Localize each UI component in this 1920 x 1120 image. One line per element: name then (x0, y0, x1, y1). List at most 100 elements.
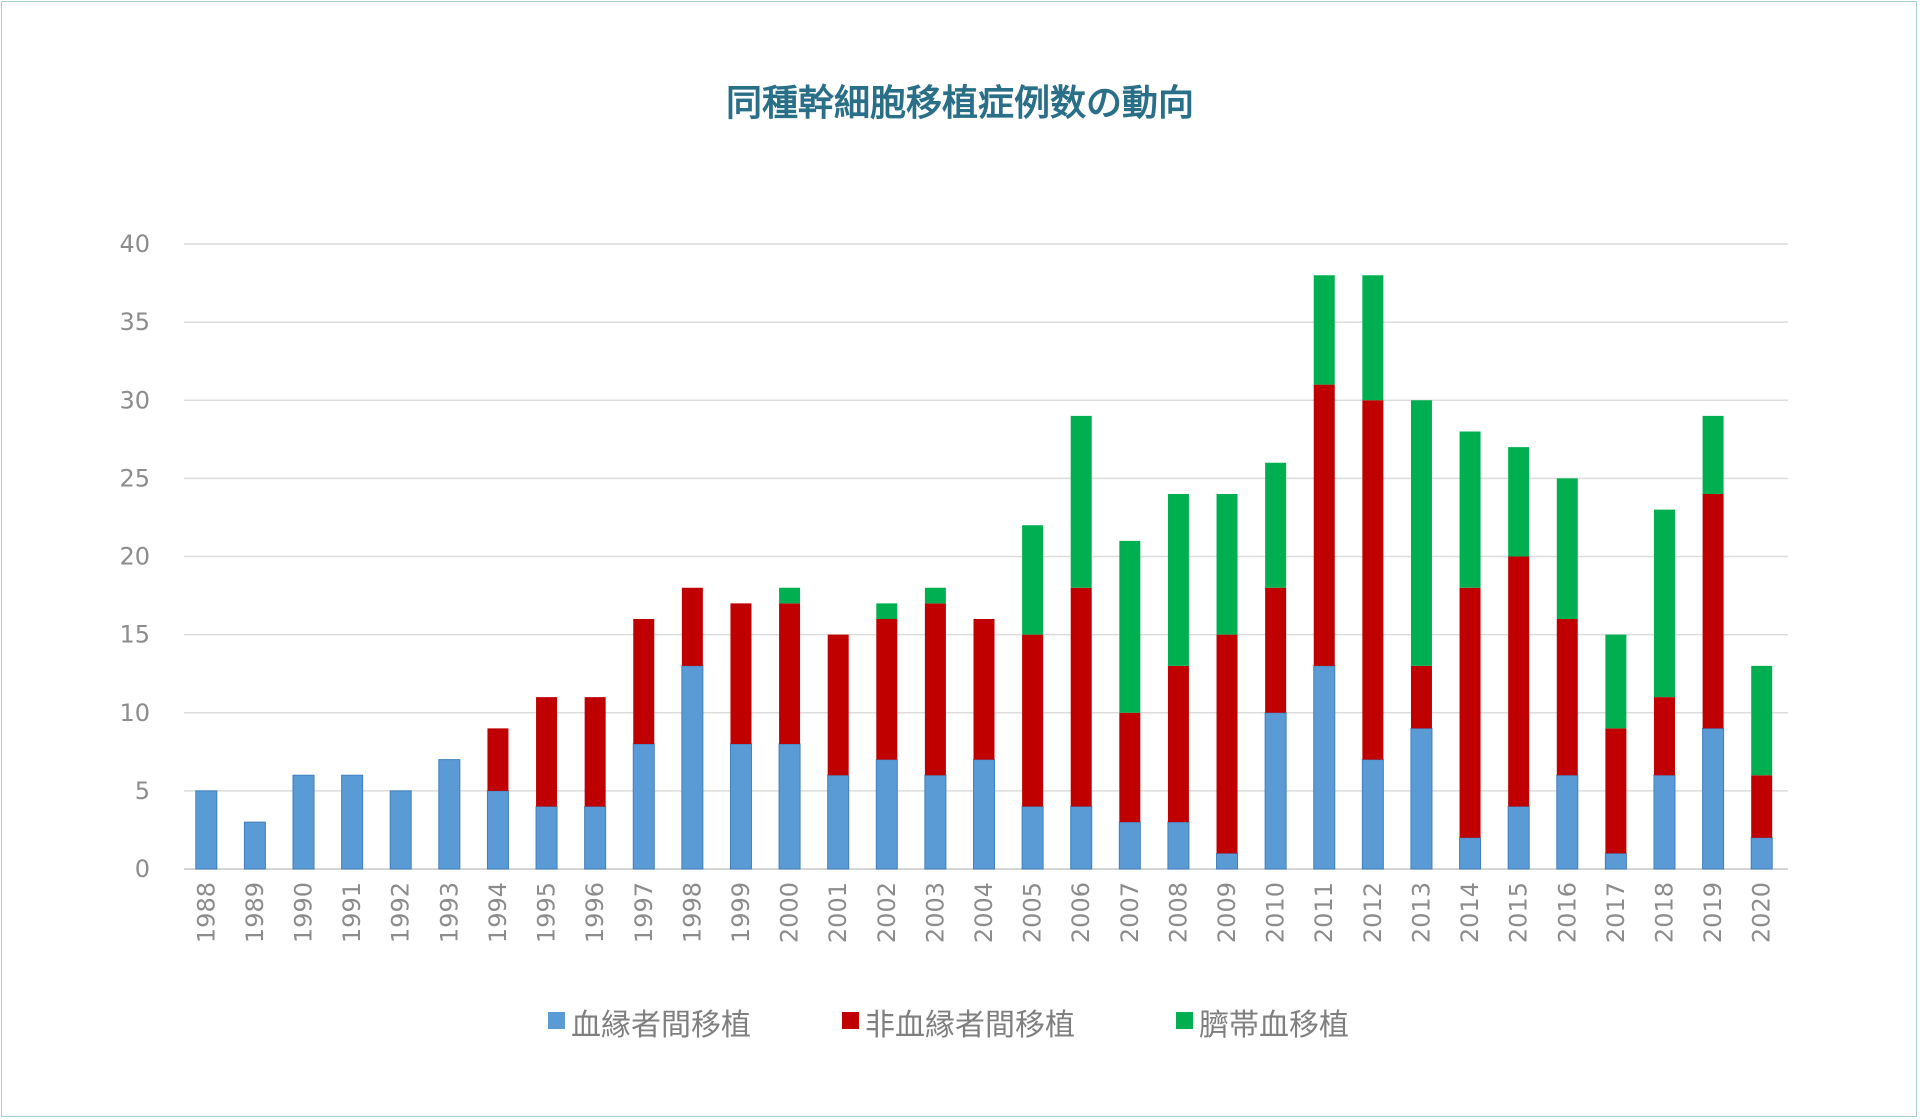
x-tick-label: 1997 (630, 882, 658, 943)
bar-segment (778, 743, 801, 870)
x-tick-label: 1998 (678, 882, 706, 943)
legend-swatch (548, 1012, 565, 1029)
y-tick-label: 10 (119, 699, 150, 727)
bar-segment (1313, 275, 1335, 385)
x-tick-label: 1994 (484, 882, 512, 943)
x-tick-label: 1993 (435, 882, 463, 943)
bar-segment (1362, 400, 1384, 760)
bar-segment (876, 603, 898, 619)
bar-segment (195, 790, 218, 870)
x-tick-label: 1995 (533, 882, 561, 943)
x-tick-label: 2005 (1019, 882, 1047, 943)
x-tick-label: 1990 (290, 882, 318, 943)
bar-segment (1702, 415, 1724, 494)
bar-segment (1410, 665, 1432, 729)
x-tick-label: 2014 (1456, 882, 1484, 943)
x-tick-label: 2004 (970, 882, 998, 943)
chart-title: 同種幹細胞移植症例数の動向 (725, 83, 1194, 124)
bar-segment (1604, 852, 1627, 870)
x-tick-label: 2018 (1650, 882, 1678, 943)
bar-segment (633, 619, 655, 744)
bar-segment (1118, 821, 1141, 870)
bar-segment (1508, 556, 1530, 807)
bar-segment (730, 603, 752, 744)
bar-segment (1556, 619, 1578, 776)
bar-segment (389, 790, 412, 870)
bar-segment (1362, 275, 1384, 401)
bar-segment (243, 821, 266, 870)
x-tick-label: 1988 (192, 882, 220, 943)
bar-segment (924, 587, 946, 604)
bar-segment (1313, 384, 1335, 666)
bar-segment (1216, 494, 1238, 635)
legend-swatch (1176, 1012, 1193, 1029)
bar-segment (1119, 540, 1141, 713)
bar-segment (1556, 478, 1578, 619)
x-tick-label: 1996 (581, 882, 609, 943)
bar-segment (632, 743, 655, 870)
bar-segment (1751, 775, 1773, 838)
bar-segment (1167, 665, 1189, 823)
bar-segment (681, 665, 704, 870)
bar-segment (1167, 821, 1190, 870)
bar-segment (779, 587, 801, 604)
x-tick-label: 2011 (1310, 882, 1338, 943)
bar-segment (1021, 806, 1044, 870)
bar-segment (1459, 587, 1481, 838)
y-tick-label: 40 (119, 230, 150, 258)
legend-label: 血縁者間移植 (571, 1008, 751, 1043)
bar-segment (1507, 806, 1530, 870)
bar-segment (1265, 462, 1287, 588)
bar-segment (779, 603, 801, 744)
bar-segment (1070, 415, 1092, 588)
bar-segment (1750, 837, 1773, 870)
bar-segment (1653, 774, 1676, 870)
bar-segment (1508, 447, 1530, 557)
bar-segment (681, 587, 703, 666)
bar-segment (1410, 727, 1433, 870)
bar-segment (1751, 665, 1773, 776)
x-tick-label: 1991 (338, 882, 366, 943)
x-tick-label: 2002 (873, 882, 901, 943)
bar-segment (1216, 852, 1239, 870)
x-tick-label: 2001 (824, 882, 852, 943)
x-tick-label: 2017 (1602, 882, 1630, 943)
legend-swatch (842, 1012, 859, 1029)
x-tick-label: 2013 (1407, 882, 1435, 943)
bar-segment (827, 634, 849, 776)
x-tick-label: 1992 (387, 882, 415, 943)
bar-segment (1556, 774, 1579, 870)
bar-segment (584, 806, 607, 870)
bar-segment (973, 759, 995, 870)
bar-segment (1605, 728, 1627, 854)
bar-segment (876, 619, 898, 760)
bar-segment (875, 759, 898, 870)
x-tick-label: 2009 (1213, 882, 1241, 943)
bar-segment (1459, 837, 1482, 870)
y-tick-label: 0 (135, 855, 150, 883)
x-tick-label: 2010 (1262, 882, 1290, 943)
x-tick-label: 2008 (1164, 882, 1192, 943)
bar-segment (438, 759, 461, 870)
bar-segment (827, 774, 850, 870)
bar-segment (1167, 494, 1189, 666)
bar-segment (1653, 509, 1675, 698)
bar-segment (1313, 665, 1336, 870)
bar-segment (292, 774, 315, 870)
bar-segment (1702, 494, 1724, 729)
x-tick-label: 1999 (727, 882, 755, 943)
bar-segment (1605, 634, 1627, 729)
bar-segment (341, 774, 364, 870)
bar-segment (1022, 525, 1044, 635)
bar-segment (536, 697, 558, 807)
x-tick-label: 2016 (1553, 882, 1581, 943)
legend-label: 臍帯血移植 (1199, 1008, 1349, 1043)
x-tick-label: 2007 (1116, 882, 1144, 943)
x-tick-label: 2003 (921, 882, 949, 943)
x-tick-label: 2012 (1359, 882, 1387, 943)
y-tick-label: 20 (119, 543, 150, 571)
bar-segment (1216, 634, 1238, 854)
bar-segment (973, 619, 995, 760)
